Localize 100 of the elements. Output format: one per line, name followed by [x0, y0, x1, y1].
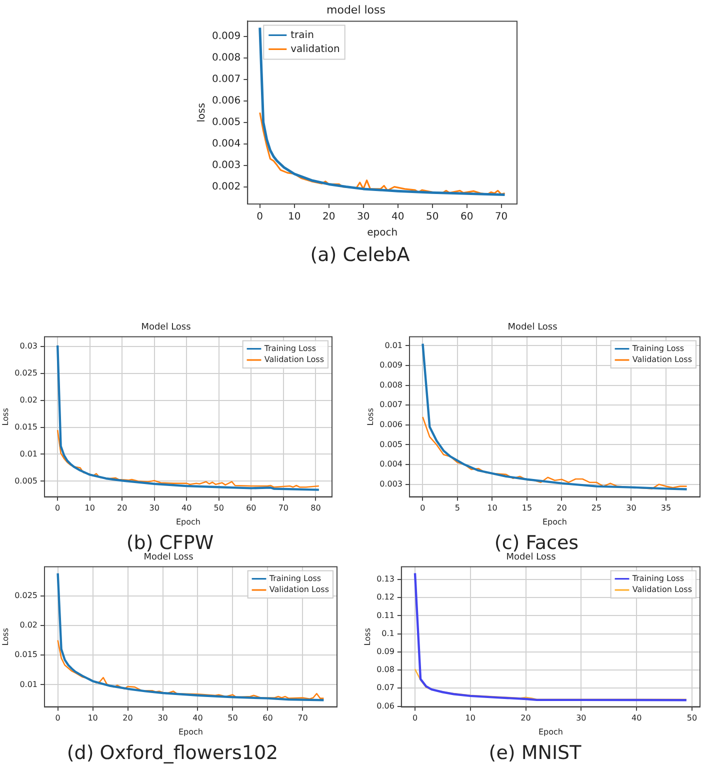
y-tick-label: 0.004: [212, 138, 241, 150]
x-tick-label: 35: [660, 504, 672, 513]
y-tick-label: 0.025: [14, 368, 38, 378]
chart-title: model loss: [326, 3, 386, 16]
legend-label: Training Loss: [268, 574, 322, 583]
x-tick-label: 10: [88, 714, 98, 723]
x-tick-label: 10: [487, 504, 498, 513]
x-tick-label: 20: [122, 714, 133, 723]
x-tick-label: 30: [576, 714, 586, 723]
x-tick-label: 20: [322, 212, 336, 223]
text: (e) MNIST: [488, 742, 582, 764]
y-tick-label: 0.06: [376, 701, 394, 710]
x-tick-label: 60: [246, 504, 256, 513]
y-tick-label: 0.01: [384, 340, 402, 350]
x-tick-label: 0: [420, 504, 426, 513]
y-tick-label: 0.13: [376, 574, 394, 584]
y-axis-title: Loss: [362, 628, 372, 646]
legend-label: Validation Loss: [269, 585, 329, 594]
y-tick-label: 0.01: [20, 449, 38, 458]
y-tick-label: 0.09: [376, 647, 394, 656]
y-tick-label: 0.07: [376, 683, 394, 692]
y-tick-label: 0.004: [380, 460, 402, 469]
x-tick-label: 25: [591, 504, 602, 513]
y-tick-label: 0.005: [14, 476, 38, 486]
chart-title: Model Loss: [141, 322, 192, 333]
y-tick-label: 0.006: [380, 420, 402, 429]
y-tick-label: 0.008: [380, 380, 402, 390]
y-axis-title: Loss: [0, 628, 10, 646]
x-tick-label: 80: [310, 504, 321, 513]
x-tick-label: 30: [356, 212, 370, 223]
text: (d) Oxford_flowers102: [66, 742, 280, 764]
y-tick-label: 0.009: [212, 30, 241, 42]
x-tick-label: 10: [288, 212, 301, 223]
y-tick-label: 0.03: [20, 342, 38, 351]
y-tick-label: 0.009: [380, 360, 402, 370]
y-tick-label: 0.1: [382, 628, 394, 638]
y-tick-label: 0.005: [212, 116, 241, 128]
x-tick-label: 40: [182, 504, 192, 513]
x-tick-label: 30: [626, 504, 636, 513]
x-tick-label: 40: [391, 212, 404, 223]
x-tick-label: 40: [631, 714, 642, 723]
text: (b) CFPW: [125, 532, 215, 554]
y-tick-label: 0.007: [380, 400, 402, 410]
legend-label: Training Loss: [631, 344, 684, 353]
y-tick-label: 0.007: [212, 74, 241, 85]
y-tick-label: 0.008: [212, 52, 241, 64]
x-tick-label: 60: [262, 714, 273, 723]
legend-label: validation: [290, 44, 340, 55]
y-tick-label: 0.025: [14, 590, 38, 600]
x-tick-label: 10: [465, 714, 476, 723]
x-tick-label: 10: [84, 504, 95, 513]
x-tick-label: 60: [460, 212, 474, 223]
x-tick-label: 30: [158, 714, 168, 723]
x-tick-label: 0: [412, 714, 418, 723]
y-tick-label: 0.08: [376, 665, 394, 674]
legend-label: Validation Loss: [632, 355, 692, 364]
x-tick-label: 15: [522, 504, 532, 513]
x-tick-label: 20: [556, 504, 567, 513]
chart-title: Model Loss: [508, 322, 558, 333]
legend-label: Validation Loss: [264, 355, 324, 364]
y-tick-label: 0.002: [212, 181, 241, 192]
x-tick-label: 50: [426, 212, 439, 223]
x-tick-label: 70: [298, 714, 308, 723]
x-tick-label: 0: [55, 504, 60, 513]
legend-label: Validation Loss: [632, 585, 692, 594]
y-axis-title: loss: [196, 102, 208, 122]
x-tick-label: 30: [149, 504, 160, 513]
x-axis-title: Epoch: [542, 517, 567, 526]
x-tick-label: 70: [494, 212, 508, 223]
y-tick-label: 0.015: [14, 650, 38, 660]
x-tick-label: 20: [117, 504, 128, 513]
x-axis-title: Epoch: [178, 727, 203, 736]
x-axis-title: Epoch: [538, 727, 563, 736]
y-tick-label: 0.006: [212, 95, 241, 106]
y-tick-label: 0.02: [20, 395, 38, 404]
y-tick-label: 0.015: [14, 422, 38, 432]
x-tick-label: 20: [520, 714, 531, 723]
legend-label: Training Loss: [631, 574, 684, 583]
y-axis-title: Loss: [366, 408, 375, 426]
x-axis-title: epoch: [367, 228, 398, 239]
text: (a) CelebA: [309, 244, 411, 266]
chart-title: Model Loss: [506, 552, 556, 563]
y-tick-label: 0.003: [380, 479, 402, 488]
x-tick-label: 5: [454, 504, 460, 513]
x-axis-title: Epoch: [176, 517, 200, 526]
chart-title: Model Loss: [144, 552, 194, 563]
y-tick-label: 0.12: [376, 592, 394, 602]
y-tick-label: 0.003: [212, 160, 241, 171]
x-tick-label: 0: [256, 212, 264, 223]
text: (c) Faces: [493, 532, 580, 554]
y-axis-title: Loss: [0, 408, 10, 426]
y-tick-label: 0.01: [20, 680, 38, 689]
y-tick-label: 0.02: [20, 620, 38, 630]
x-tick-label: 40: [192, 714, 203, 723]
x-tick-label: 0: [55, 714, 60, 723]
x-tick-label: 70: [278, 504, 289, 513]
x-tick-label: 50: [214, 504, 224, 513]
x-tick-label: 50: [228, 714, 238, 723]
x-tick-label: 50: [686, 714, 698, 723]
legend-label: Training Loss: [263, 344, 316, 353]
